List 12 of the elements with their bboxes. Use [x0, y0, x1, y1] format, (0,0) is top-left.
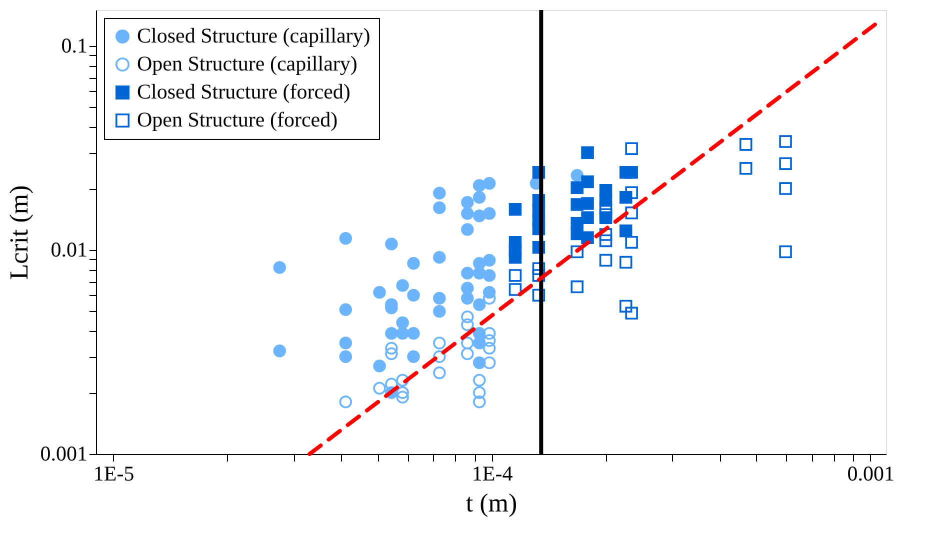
x-axis-title: t (m): [466, 488, 518, 518]
legend-label: Closed Structure (forced): [137, 80, 350, 104]
legend-label: Open Structure (forced): [137, 108, 338, 132]
y-tick-label: 0.01: [50, 237, 88, 262]
legend-label: Closed Structure (capillary): [137, 24, 370, 48]
x-tick-label: 1E-4: [472, 462, 514, 486]
x-tick-label: 1E-5: [93, 462, 134, 486]
y-axis-title: Lcrit (m): [4, 185, 34, 280]
legend-label: Open Structure (capillary): [137, 52, 358, 76]
x-tick-label: 0.001: [847, 462, 894, 486]
y-tick-label: 0.001: [40, 442, 88, 466]
y-tick-label: 0.1: [61, 33, 88, 58]
